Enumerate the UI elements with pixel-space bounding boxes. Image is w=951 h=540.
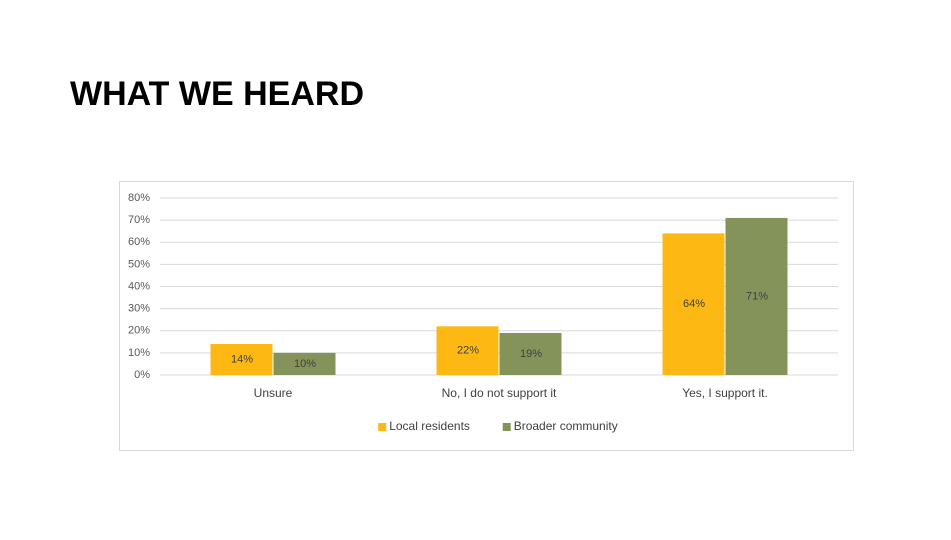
y-tick-label: 50% [128,258,150,270]
value-label: 64% [683,298,705,310]
bar [725,217,788,375]
value-label: 71% [746,290,768,302]
bar [210,344,273,375]
value-label: 19% [520,348,542,360]
y-tick-label: 20% [128,325,150,337]
x-tick-label: Yes, I support it. [682,386,768,400]
legend-label: Broader community [514,419,618,433]
bar [273,352,336,375]
legend-label: Local residents [389,419,470,433]
value-label: 14% [231,353,253,365]
y-tick-label: 30% [128,303,150,315]
x-tick-label: No, I do not support it [442,386,557,400]
bar [662,233,725,375]
slide-title: WHAT WE HEARD [70,75,364,113]
y-tick-label: 60% [128,236,150,248]
y-tick-label: 70% [128,214,150,226]
legend-swatch [502,423,511,431]
value-label: 10% [294,358,316,370]
value-label: 22% [457,345,479,357]
bar [499,332,562,375]
x-tick-label: Unsure [254,386,293,400]
y-tick-label: 0% [134,369,150,381]
y-tick-label: 80% [128,192,150,204]
y-tick-label: 10% [128,347,150,359]
y-tick-label: 40% [128,280,150,292]
bar [436,326,499,375]
legend-swatch [378,423,387,431]
